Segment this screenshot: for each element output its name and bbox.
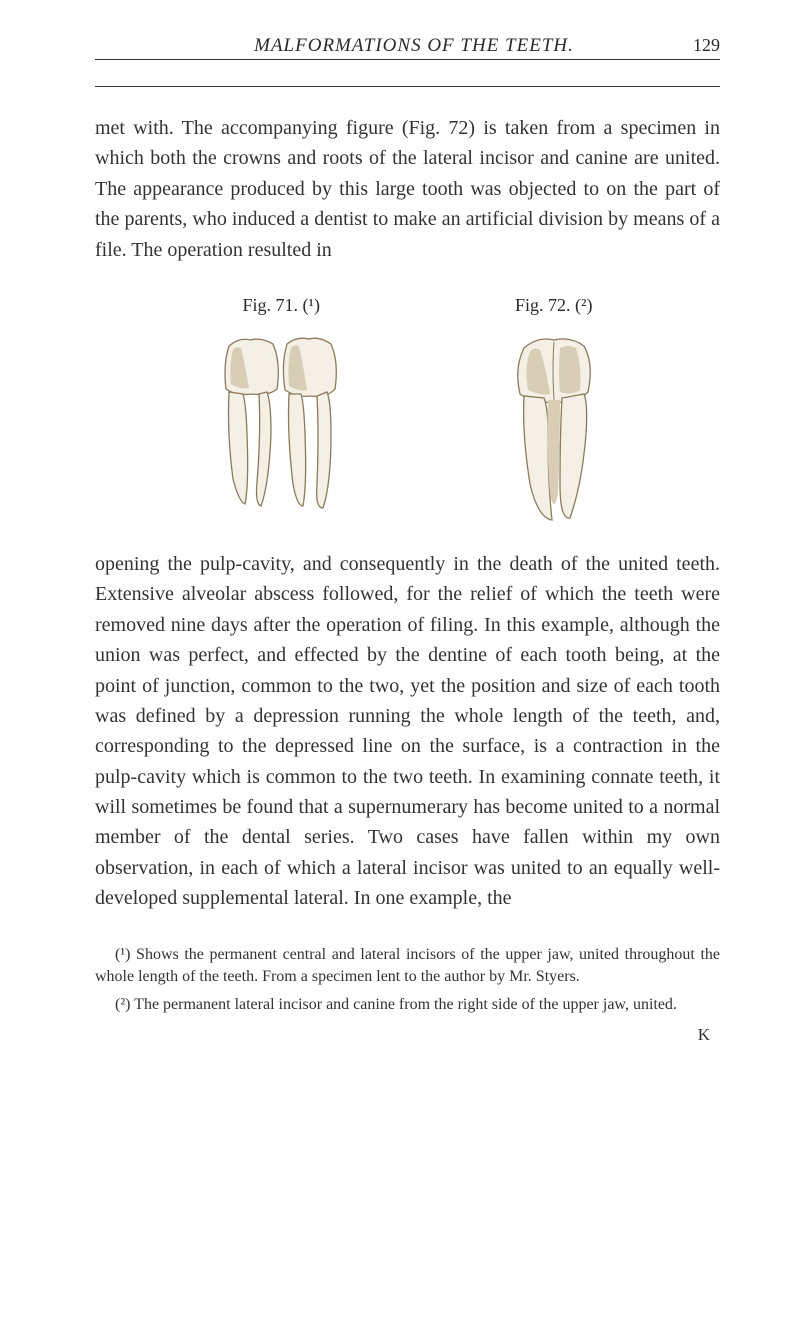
page-number: 129 bbox=[693, 35, 720, 56]
figure-72-label: Fig. 72. (²) bbox=[515, 295, 592, 316]
body-text-block-1: met with. The accompanying figure (Fig. … bbox=[95, 113, 720, 265]
paragraph-2: opening the pulp-cavity, and consequentl… bbox=[95, 549, 720, 914]
figure-71-label: Fig. 71. (¹) bbox=[243, 295, 320, 316]
footnote-1: (¹) Shows the permanent central and late… bbox=[95, 944, 720, 989]
figure-71: Fig. 71. (¹) bbox=[211, 295, 351, 524]
footnote-2: (²) The permanent lateral incisor and ca… bbox=[95, 994, 720, 1016]
body-text-block-2: opening the pulp-cavity, and consequentl… bbox=[95, 549, 720, 914]
page-container: MALFORMATIONS OF THE TEETH. 129 met with… bbox=[0, 0, 800, 1087]
signature-mark: K bbox=[95, 1023, 720, 1047]
figure-71-image bbox=[211, 334, 351, 514]
page-header: MALFORMATIONS OF THE TEETH. 129 bbox=[95, 35, 720, 60]
footnotes: (¹) Shows the permanent central and late… bbox=[95, 944, 720, 1047]
two-teeth-icon bbox=[211, 334, 351, 514]
paragraph-1: met with. The accompanying figure (Fig. … bbox=[95, 113, 720, 265]
running-title: MALFORMATIONS OF THE TEETH. bbox=[95, 35, 693, 57]
header-rule bbox=[95, 86, 720, 87]
figures-row: Fig. 71. (¹) Fig. 7 bbox=[95, 295, 720, 524]
figure-72: Fig. 72. (²) bbox=[504, 295, 604, 524]
fused-tooth-icon bbox=[504, 334, 604, 524]
figure-72-image bbox=[504, 334, 604, 524]
